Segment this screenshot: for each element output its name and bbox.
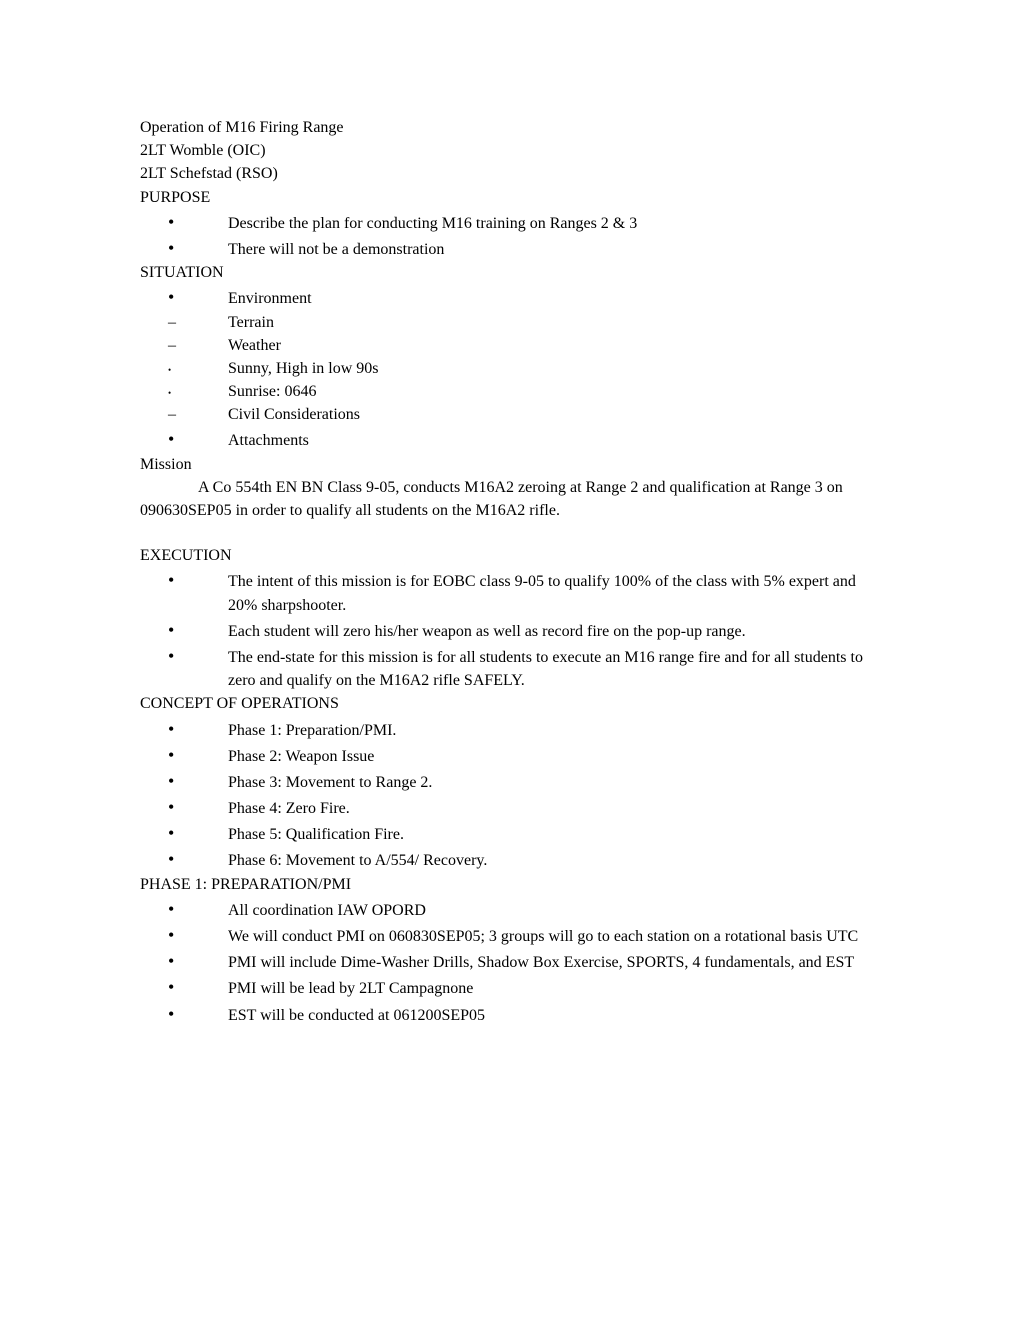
phase1-heading: PHASE 1: PREPARATION/PMI [140, 873, 880, 896]
small-bullet-icon [140, 380, 228, 403]
execution-heading: EXECUTION [140, 544, 880, 567]
bullet-icon [140, 617, 228, 643]
list-item: Describe the plan for conducting M16 tra… [140, 209, 880, 235]
list-item: Phase 5: Qualification Fire. [140, 820, 880, 846]
bullet-text: Phase 6: Movement to A/554/ Recovery. [228, 849, 880, 872]
bullet-icon [140, 948, 228, 974]
list-item: Attachments [140, 426, 880, 452]
bullet-icon [140, 209, 228, 235]
list-item: PMI will be lead by 2LT Campagnone [140, 974, 880, 1000]
bullet-text: Describe the plan for conducting M16 tra… [228, 212, 880, 235]
rso-line: 2LT Schefstad (RSO) [140, 162, 880, 185]
situation-heading: SITUATION [140, 261, 880, 284]
list-item: Each student will zero his/her weapon as… [140, 617, 880, 643]
list-item: Civil Considerations [140, 403, 880, 426]
bullet-text: We will conduct PMI on 060830SEP05; 3 gr… [228, 925, 880, 948]
bullet-text: Phase 3: Movement to Range 2. [228, 771, 880, 794]
list-item: Phase 4: Zero Fire. [140, 794, 880, 820]
bullet-icon [140, 820, 228, 846]
bullet-text: Phase 5: Qualification Fire. [228, 823, 880, 846]
bullet-text: Each student will zero his/her weapon as… [228, 620, 880, 643]
bullet-icon [140, 922, 228, 948]
bullet-icon [140, 235, 228, 261]
bullet-icon [140, 974, 228, 1000]
list-item: Environment [140, 284, 880, 310]
list-item: There will not be a demonstration [140, 235, 880, 261]
bullet-text: Terrain [228, 311, 880, 334]
bullet-icon [140, 896, 228, 922]
bullet-icon [140, 846, 228, 872]
list-item: Phase 2: Weapon Issue [140, 742, 880, 768]
concept-heading: CONCEPT OF OPERATIONS [140, 692, 880, 715]
bullet-text: Sunrise: 0646 [228, 380, 880, 403]
bullet-icon [140, 426, 228, 452]
bullet-text: Environment [228, 287, 880, 310]
bullet-text: Phase 1: Preparation/PMI. [228, 719, 880, 742]
list-item: EST will be conducted at 061200SEP05 [140, 1001, 880, 1027]
list-item: Terrain [140, 311, 880, 334]
bullet-icon [140, 643, 228, 669]
bullet-text: The end-state for this mission is for al… [228, 646, 880, 692]
bullet-icon [140, 567, 228, 593]
bullet-icon [140, 768, 228, 794]
bullet-text: Attachments [228, 429, 880, 452]
list-item: Weather [140, 334, 880, 357]
page-title: Operation of M16 Firing Range [140, 116, 880, 139]
document-page: Operation of M16 Firing Range 2LT Womble… [0, 0, 1020, 1087]
bullet-text: Civil Considerations [228, 403, 880, 426]
bullet-text: All coordination IAW OPORD [228, 899, 880, 922]
bullet-icon [140, 794, 228, 820]
bullet-text: Phase 2: Weapon Issue [228, 745, 880, 768]
list-item: Phase 6: Movement to A/554/ Recovery. [140, 846, 880, 872]
list-item: We will conduct PMI on 060830SEP05; 3 gr… [140, 922, 880, 948]
list-item: Phase 3: Movement to Range 2. [140, 768, 880, 794]
bullet-text: Phase 4: Zero Fire. [228, 797, 880, 820]
list-item: All coordination IAW OPORD [140, 896, 880, 922]
bullet-text: Weather [228, 334, 880, 357]
spacer [140, 522, 880, 544]
list-item: Sunrise: 0646 [140, 380, 880, 403]
bullet-icon [140, 716, 228, 742]
mission-heading: Mission [140, 453, 880, 476]
bullet-text: EST will be conducted at 061200SEP05 [228, 1004, 880, 1027]
bullet-text: Sunny, High in low 90s [228, 357, 880, 380]
bullet-icon [140, 742, 228, 768]
list-item: Sunny, High in low 90s [140, 357, 880, 380]
bullet-icon [140, 284, 228, 310]
dash-icon [140, 311, 228, 334]
list-item: Phase 1: Preparation/PMI. [140, 716, 880, 742]
bullet-icon [140, 1001, 228, 1027]
list-item: The end-state for this mission is for al… [140, 643, 880, 692]
list-item: PMI will include Dime-Washer Drills, Sha… [140, 948, 880, 974]
bullet-text: The intent of this mission is for EOBC c… [228, 570, 880, 616]
bullet-text: PMI will include Dime-Washer Drills, Sha… [228, 951, 880, 974]
dash-icon [140, 334, 228, 357]
dash-icon [140, 403, 228, 426]
oic-line: 2LT Womble (OIC) [140, 139, 880, 162]
list-item: The intent of this mission is for EOBC c… [140, 567, 880, 616]
purpose-heading: PURPOSE [140, 186, 880, 209]
bullet-text: There will not be a demonstration [228, 238, 880, 261]
bullet-text: PMI will be lead by 2LT Campagnone [228, 977, 880, 1000]
mission-body: A Co 554th EN BN Class 9-05, conducts M1… [140, 476, 880, 522]
small-bullet-icon [140, 357, 228, 380]
